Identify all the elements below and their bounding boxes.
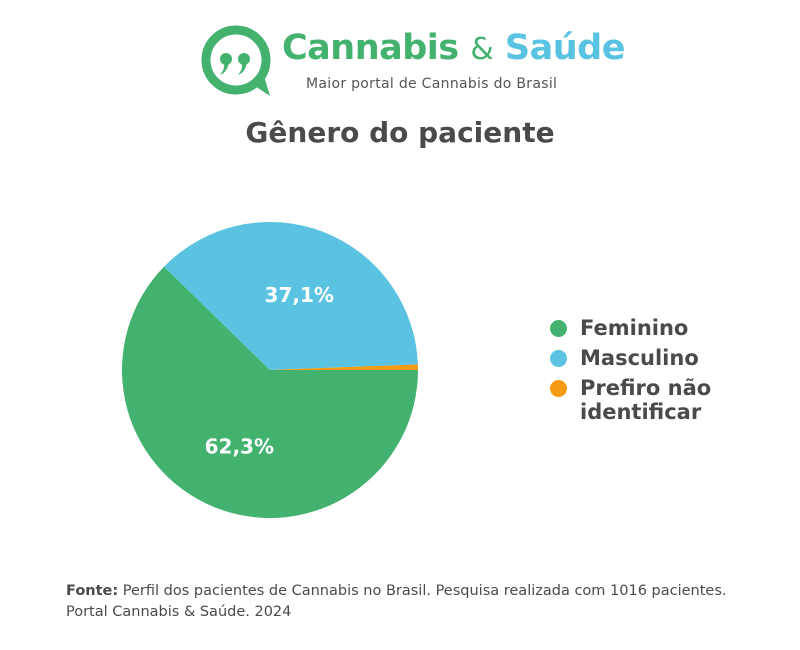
speech-bubble-quote-icon bbox=[201, 25, 271, 96]
brand-name-part2: Saúde bbox=[504, 28, 626, 68]
chart-legend: Feminino Masculino Prefiro não identificar bbox=[550, 316, 790, 430]
pie-slice-masculino bbox=[164, 221, 418, 370]
chart-title: Gênero do paciente bbox=[245, 116, 555, 149]
data-label-feminino: 62,3% bbox=[205, 434, 274, 458]
legend-item-feminino: Feminino bbox=[550, 316, 790, 340]
legend-label: Masculino bbox=[580, 346, 699, 370]
legend-swatch bbox=[550, 380, 567, 397]
legend-label: Feminino bbox=[580, 316, 689, 340]
brand-name-ampersand: & bbox=[470, 32, 494, 67]
source-note: Fonte: Perfil dos pacientes de Cannabis … bbox=[66, 581, 766, 623]
brand-header: Cannabis & Saúde Maior portal de Cannabi… bbox=[200, 24, 625, 104]
legend-label: Prefiro não identificar bbox=[580, 376, 712, 424]
legend-swatch bbox=[550, 350, 567, 367]
brand-tagline: Maior portal de Cannabis do Brasil bbox=[306, 76, 558, 92]
source-label: Fonte: bbox=[66, 583, 119, 599]
legend-item-prefiro-nao-identificar: Prefiro não identificar bbox=[550, 376, 790, 424]
brand-name-part1: Cannabis bbox=[282, 28, 459, 68]
brand-name: Cannabis & Saúde bbox=[282, 28, 625, 68]
source-text: Perfil dos pacientes de Cannabis no Bras… bbox=[66, 583, 727, 620]
pie-slice-feminino bbox=[121, 266, 419, 518]
pie-chart: 62,3% 37,1% bbox=[121, 221, 419, 518]
legend-swatch bbox=[550, 320, 567, 337]
data-label-masculino: 37,1% bbox=[265, 283, 334, 307]
legend-item-masculino: Masculino bbox=[550, 346, 790, 370]
pie-slice-prefiro-nao-identificar bbox=[270, 364, 418, 370]
